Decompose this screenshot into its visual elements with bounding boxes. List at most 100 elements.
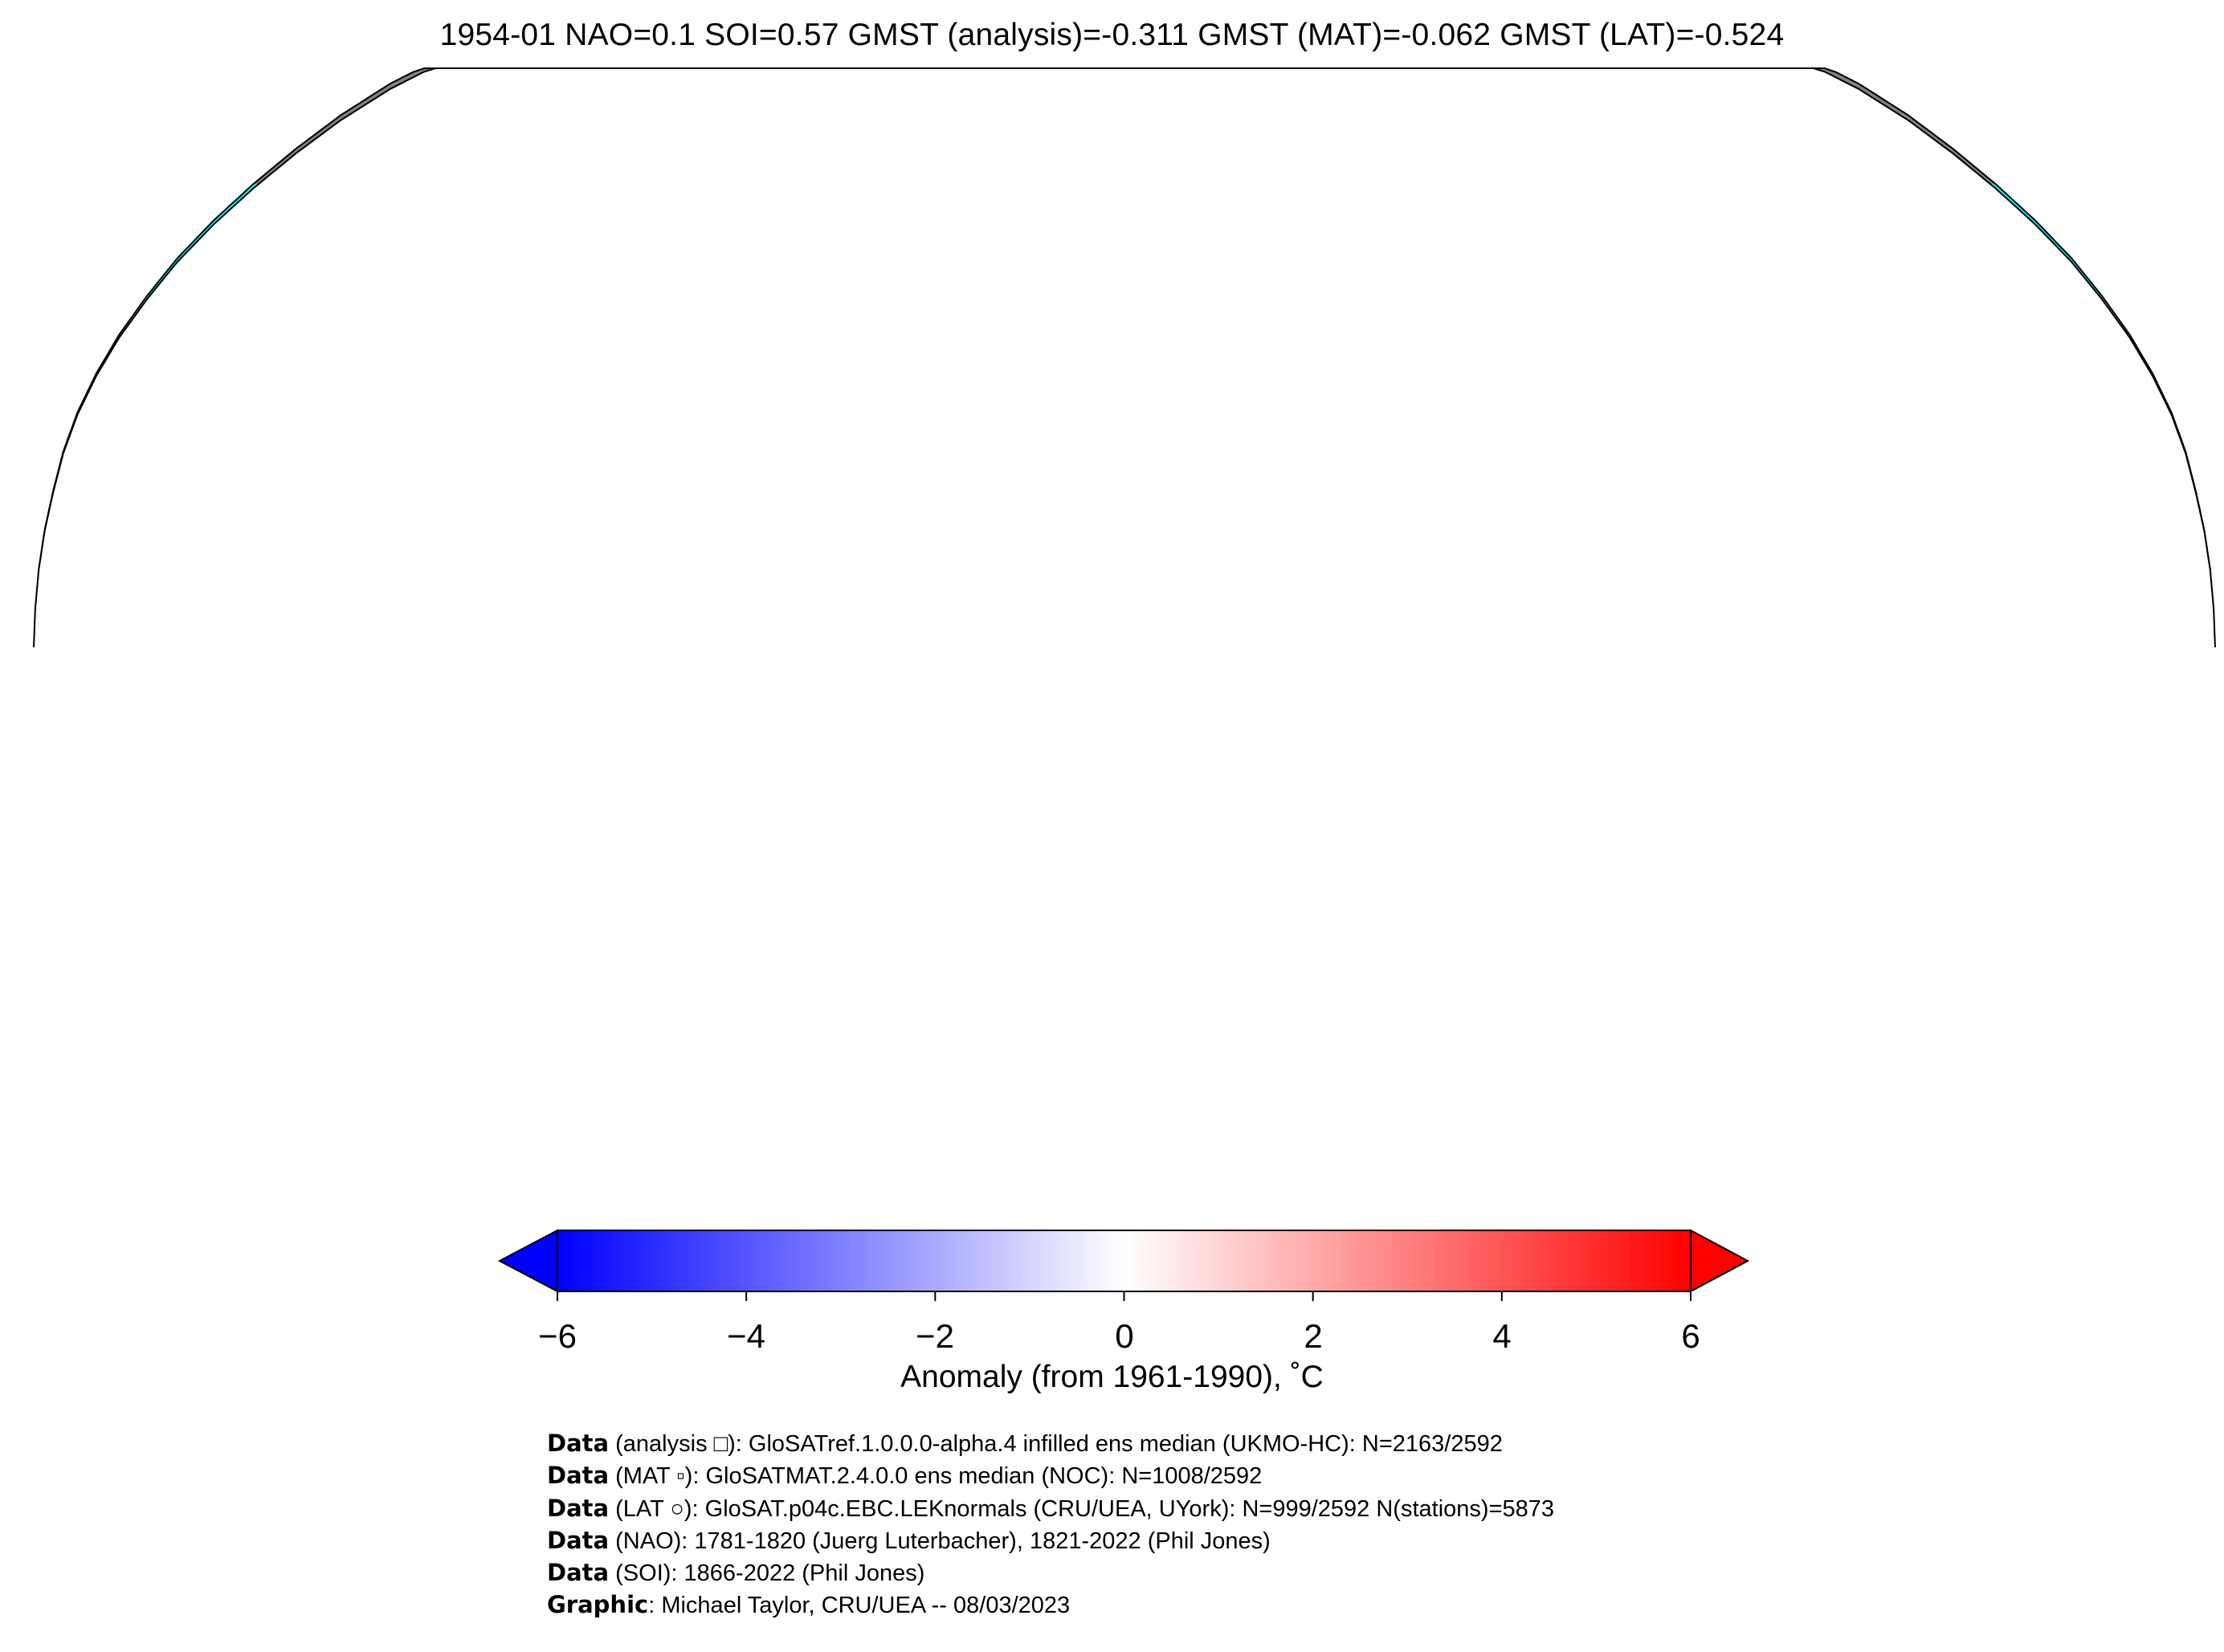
grid-cell xyxy=(361,220,417,258)
observation-marker xyxy=(179,507,187,515)
grid-cell xyxy=(1184,529,1215,569)
observation-marker xyxy=(1469,235,1477,243)
grid-cell xyxy=(1727,68,1798,84)
observation-marker xyxy=(1076,467,1084,475)
grid-cell xyxy=(427,88,492,120)
grid-cell xyxy=(912,608,943,647)
grid-cell xyxy=(1454,38,1501,61)
grid-cell xyxy=(1699,608,1731,647)
grid-cell xyxy=(1757,88,1822,120)
grid-cell xyxy=(1536,184,1580,221)
grid-cell xyxy=(2032,608,2064,647)
grid-cell xyxy=(1850,188,1909,225)
observation-marker xyxy=(1369,428,1377,436)
grid-cell xyxy=(1243,491,1275,530)
grid-cell xyxy=(251,376,296,415)
grid-cell xyxy=(1818,569,1851,609)
grid-cell xyxy=(527,261,573,300)
observation-marker xyxy=(529,390,537,397)
grid-cell xyxy=(324,337,371,377)
grid-cell xyxy=(1655,220,1704,258)
grid-cell xyxy=(1924,373,1969,413)
grid-cell xyxy=(1850,334,1896,374)
grid-cell xyxy=(1492,149,1536,184)
grid-cell xyxy=(549,608,580,647)
grid-cell xyxy=(1080,84,1104,116)
grid-cell xyxy=(1034,569,1064,609)
grid-cell xyxy=(851,608,883,647)
grid-cell xyxy=(315,184,375,221)
grid-cell xyxy=(1312,68,1349,84)
observation-marker xyxy=(1365,239,1373,247)
grid-cell xyxy=(943,569,974,609)
grid-cell xyxy=(122,412,165,452)
grid-cell xyxy=(798,257,835,296)
grid-cell xyxy=(159,529,195,569)
grid-cell xyxy=(1407,115,1447,149)
meridian-line xyxy=(790,68,948,647)
grid-cell xyxy=(1124,492,1155,532)
grid-cell xyxy=(1175,224,1204,262)
grid-cell xyxy=(314,296,365,335)
grid-cell xyxy=(582,529,615,569)
observation-marker xyxy=(1917,546,1925,554)
observation-marker xyxy=(528,314,537,322)
observation-marker xyxy=(1740,314,1748,322)
grid-cell xyxy=(1594,84,1647,116)
grid-cell xyxy=(1754,531,1789,570)
observation-marker xyxy=(1797,71,1805,79)
observation-marker xyxy=(1165,507,1173,515)
grid-cell xyxy=(1834,257,1885,296)
observation-marker xyxy=(885,133,893,141)
meridian-line xyxy=(912,68,1012,647)
grid-cell xyxy=(1410,376,1445,415)
grid-cell xyxy=(541,38,605,61)
grid-cell xyxy=(1334,261,1369,300)
meridian-line xyxy=(821,68,964,647)
grid-cell xyxy=(1941,608,1973,647)
grid-cell xyxy=(757,68,805,89)
grid-cell xyxy=(761,569,793,609)
grid-cell xyxy=(1055,17,1076,32)
grid-cell xyxy=(1690,492,1724,532)
observation-marker xyxy=(896,167,904,175)
grid-cell xyxy=(1727,68,1798,89)
grid-cell xyxy=(1194,38,1218,61)
grid-cell xyxy=(1600,491,1634,530)
observation-marker xyxy=(532,585,540,593)
grid-cell xyxy=(1375,334,1410,374)
grid-cell xyxy=(1694,529,1728,569)
observation-marker xyxy=(1740,585,1748,593)
grid-cell xyxy=(1516,120,1562,154)
grid-cell xyxy=(1422,296,1460,335)
grid-cell xyxy=(1506,38,1557,61)
grid-cell xyxy=(622,296,663,335)
grid-cell xyxy=(1794,337,1838,377)
grid-cell xyxy=(231,451,270,492)
observation-marker xyxy=(813,428,821,436)
grid-cell xyxy=(1260,296,1292,335)
grid-cell xyxy=(1561,414,1597,454)
grid-cell xyxy=(147,261,205,300)
grid-cell xyxy=(1255,257,1287,296)
grid-cell xyxy=(1738,334,1781,374)
observation-marker xyxy=(637,430,645,438)
grid-cell xyxy=(1124,38,1143,61)
grid-cell xyxy=(737,149,780,184)
grid-cell xyxy=(1124,376,1154,415)
grid-cell xyxy=(594,299,636,338)
grid-cell xyxy=(884,492,916,532)
grid-cell xyxy=(181,414,223,454)
grid-cell xyxy=(1271,453,1304,493)
grid-cell xyxy=(1328,84,1365,116)
observation-marker xyxy=(924,585,932,593)
observation-marker xyxy=(1709,585,1717,593)
observation-marker xyxy=(565,167,573,175)
grid-cell xyxy=(398,153,457,189)
grid-cell xyxy=(492,188,544,225)
grid-cell xyxy=(449,88,513,120)
grid-cell xyxy=(1776,299,1823,338)
grid-cell xyxy=(1453,224,1493,262)
grid-cell xyxy=(1124,261,1152,300)
observation-marker xyxy=(661,133,669,141)
